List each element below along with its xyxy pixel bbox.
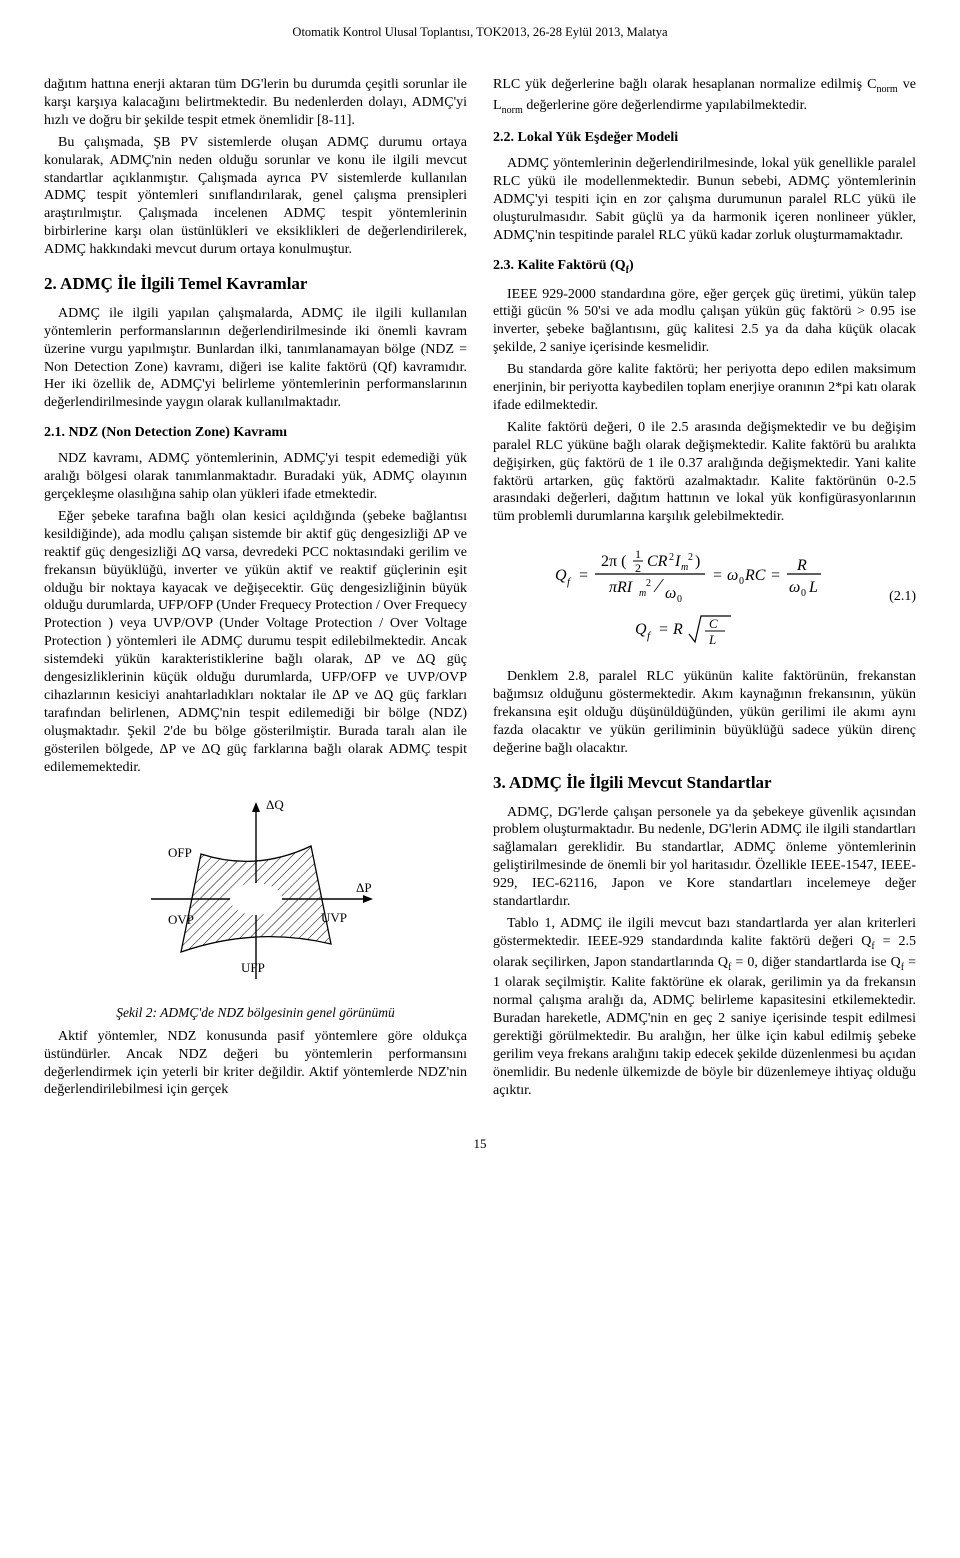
para-l-6: Aktif yöntemler, NDZ konusunda pasif yön… [44, 1028, 467, 1100]
page-number: 15 [44, 1136, 916, 1153]
two-column-layout: dağıtım hattına enerji aktaran tüm DG'le… [44, 76, 916, 1104]
svg-text:m: m [681, 562, 688, 573]
svg-text:2: 2 [688, 552, 693, 563]
ofp-label: OFP [168, 845, 192, 860]
para-l-4: NDZ kavramı, ADMÇ yöntemlerinin, ADMÇ'yi… [44, 450, 467, 504]
svg-text:0: 0 [677, 594, 682, 605]
para-r-6: Denklem 2.8, paralel RLC yükünün kalite … [493, 668, 916, 758]
para-l-3: ADMÇ ile ilgili yapılan çalışmalarda, AD… [44, 305, 467, 412]
axis-dp-label: ΔP [356, 880, 372, 895]
section-3-heading: 3. ADMÇ İle İlgili Mevcut Standartlar [493, 772, 916, 794]
svg-text:ω: ω [789, 579, 800, 596]
svg-text:1: 1 [635, 547, 641, 561]
section-2-1-heading: 2.1. NDZ (Non Detection Zone) Kavramı [44, 424, 467, 442]
svg-text:=: = [659, 621, 668, 638]
para-l-5: Eğer şebeke tarafına bağlı olan kesici a… [44, 508, 467, 777]
left-column: dağıtım hattına enerji aktaran tüm DG'le… [44, 76, 467, 1104]
uvp-label: UVP [321, 910, 347, 925]
conference-header: Otomatik Kontrol Ulusal Toplantısı, TOK2… [44, 24, 916, 40]
section-2-3-heading: 2.3. Kalite Faktörü (Qf) [493, 257, 916, 278]
svg-text:CR: CR [647, 553, 668, 570]
para-l-2: Bu çalışmada, ŞB PV sistemlerde oluşan A… [44, 134, 467, 259]
svg-text:f: f [567, 576, 572, 588]
right-column: RLC yük değerlerine bağlı olarak hesapla… [493, 76, 916, 1104]
figure-2: ΔQ ΔP OFP OVP UVP UFP Şekil 2: ADMÇ'de N… [44, 794, 467, 1021]
svg-text:ω: ω [665, 585, 676, 602]
para-r-8-text: Tablo 1, ADMÇ ile ilgili mevcut bazı sta… [493, 916, 916, 1098]
para-r-3: IEEE 929-2000 standardına göre, eğer ger… [493, 286, 916, 358]
svg-text:): ) [695, 553, 700, 570]
para-r-2: ADMÇ yöntemlerinin değerlendirilmesinde,… [493, 155, 916, 245]
svg-text:Q: Q [555, 567, 567, 584]
svg-text:Q: Q [635, 621, 647, 638]
svg-text:m: m [639, 588, 646, 599]
section-2-heading: 2. ADMÇ İle İlgili Temel Kavramlar [44, 273, 467, 295]
svg-text:RC: RC [744, 567, 766, 584]
svg-text:=: = [771, 567, 780, 584]
svg-text:2π (: 2π ( [601, 553, 626, 570]
svg-text:f: f [647, 630, 652, 642]
svg-text:2: 2 [646, 578, 651, 589]
figure-2-caption: Şekil 2: ADMÇ'de NDZ bölgesinin genel gö… [116, 1004, 395, 1021]
para-r-4: Bu standarda göre kalite faktörü; her pe… [493, 361, 916, 415]
svg-text:πRI: πRI [609, 579, 633, 596]
para-l-1: dağıtım hattına enerji aktaran tüm DG'le… [44, 76, 467, 130]
equation-2-1-svg: Q f = 2π ( 1 2 CR 2 I m 2 ) [545, 542, 865, 652]
ovp-label: OVP [168, 912, 194, 927]
svg-text:R: R [672, 621, 683, 638]
svg-text:L: L [708, 632, 716, 647]
ufp-label: UFP [241, 960, 265, 975]
para-r-7: ADMÇ, DG'lerde çalışan personele ya da ş… [493, 804, 916, 911]
svg-text:0: 0 [739, 576, 744, 587]
axis-dq-label: ΔQ [266, 797, 284, 812]
ndz-diagram-svg: ΔQ ΔP OFP OVP UVP UFP [126, 794, 386, 994]
svg-text:0: 0 [801, 588, 806, 599]
equation-2-1-number: (2.1) [889, 588, 916, 606]
svg-text:I: I [674, 553, 681, 570]
svg-text:=: = [579, 567, 588, 584]
svg-text:2: 2 [635, 561, 641, 575]
para-r-1: RLC yük değerlerine bağlı olarak hesapla… [493, 76, 916, 117]
svg-text:L: L [808, 579, 818, 596]
svg-text:⁄: ⁄ [653, 575, 664, 597]
equation-2-1: Q f = 2π ( 1 2 CR 2 I m 2 ) [493, 542, 916, 652]
para-r-5: Kalite faktörü değeri, 0 ile 2.5 arasınd… [493, 419, 916, 526]
para-r-8: Tablo 1, ADMÇ ile ilgili mevcut bazı sta… [493, 915, 916, 1100]
svg-text:2: 2 [669, 552, 674, 563]
svg-text:C: C [709, 616, 718, 631]
svg-text:R: R [796, 557, 807, 574]
para-r-1-text: RLC yük değerlerine bağlı olarak hesapla… [493, 77, 916, 113]
section-2-2-heading: 2.2. Lokal Yük Eşdeğer Modeli [493, 129, 916, 147]
svg-text:=: = [713, 567, 722, 584]
svg-text:ω: ω [727, 567, 738, 584]
